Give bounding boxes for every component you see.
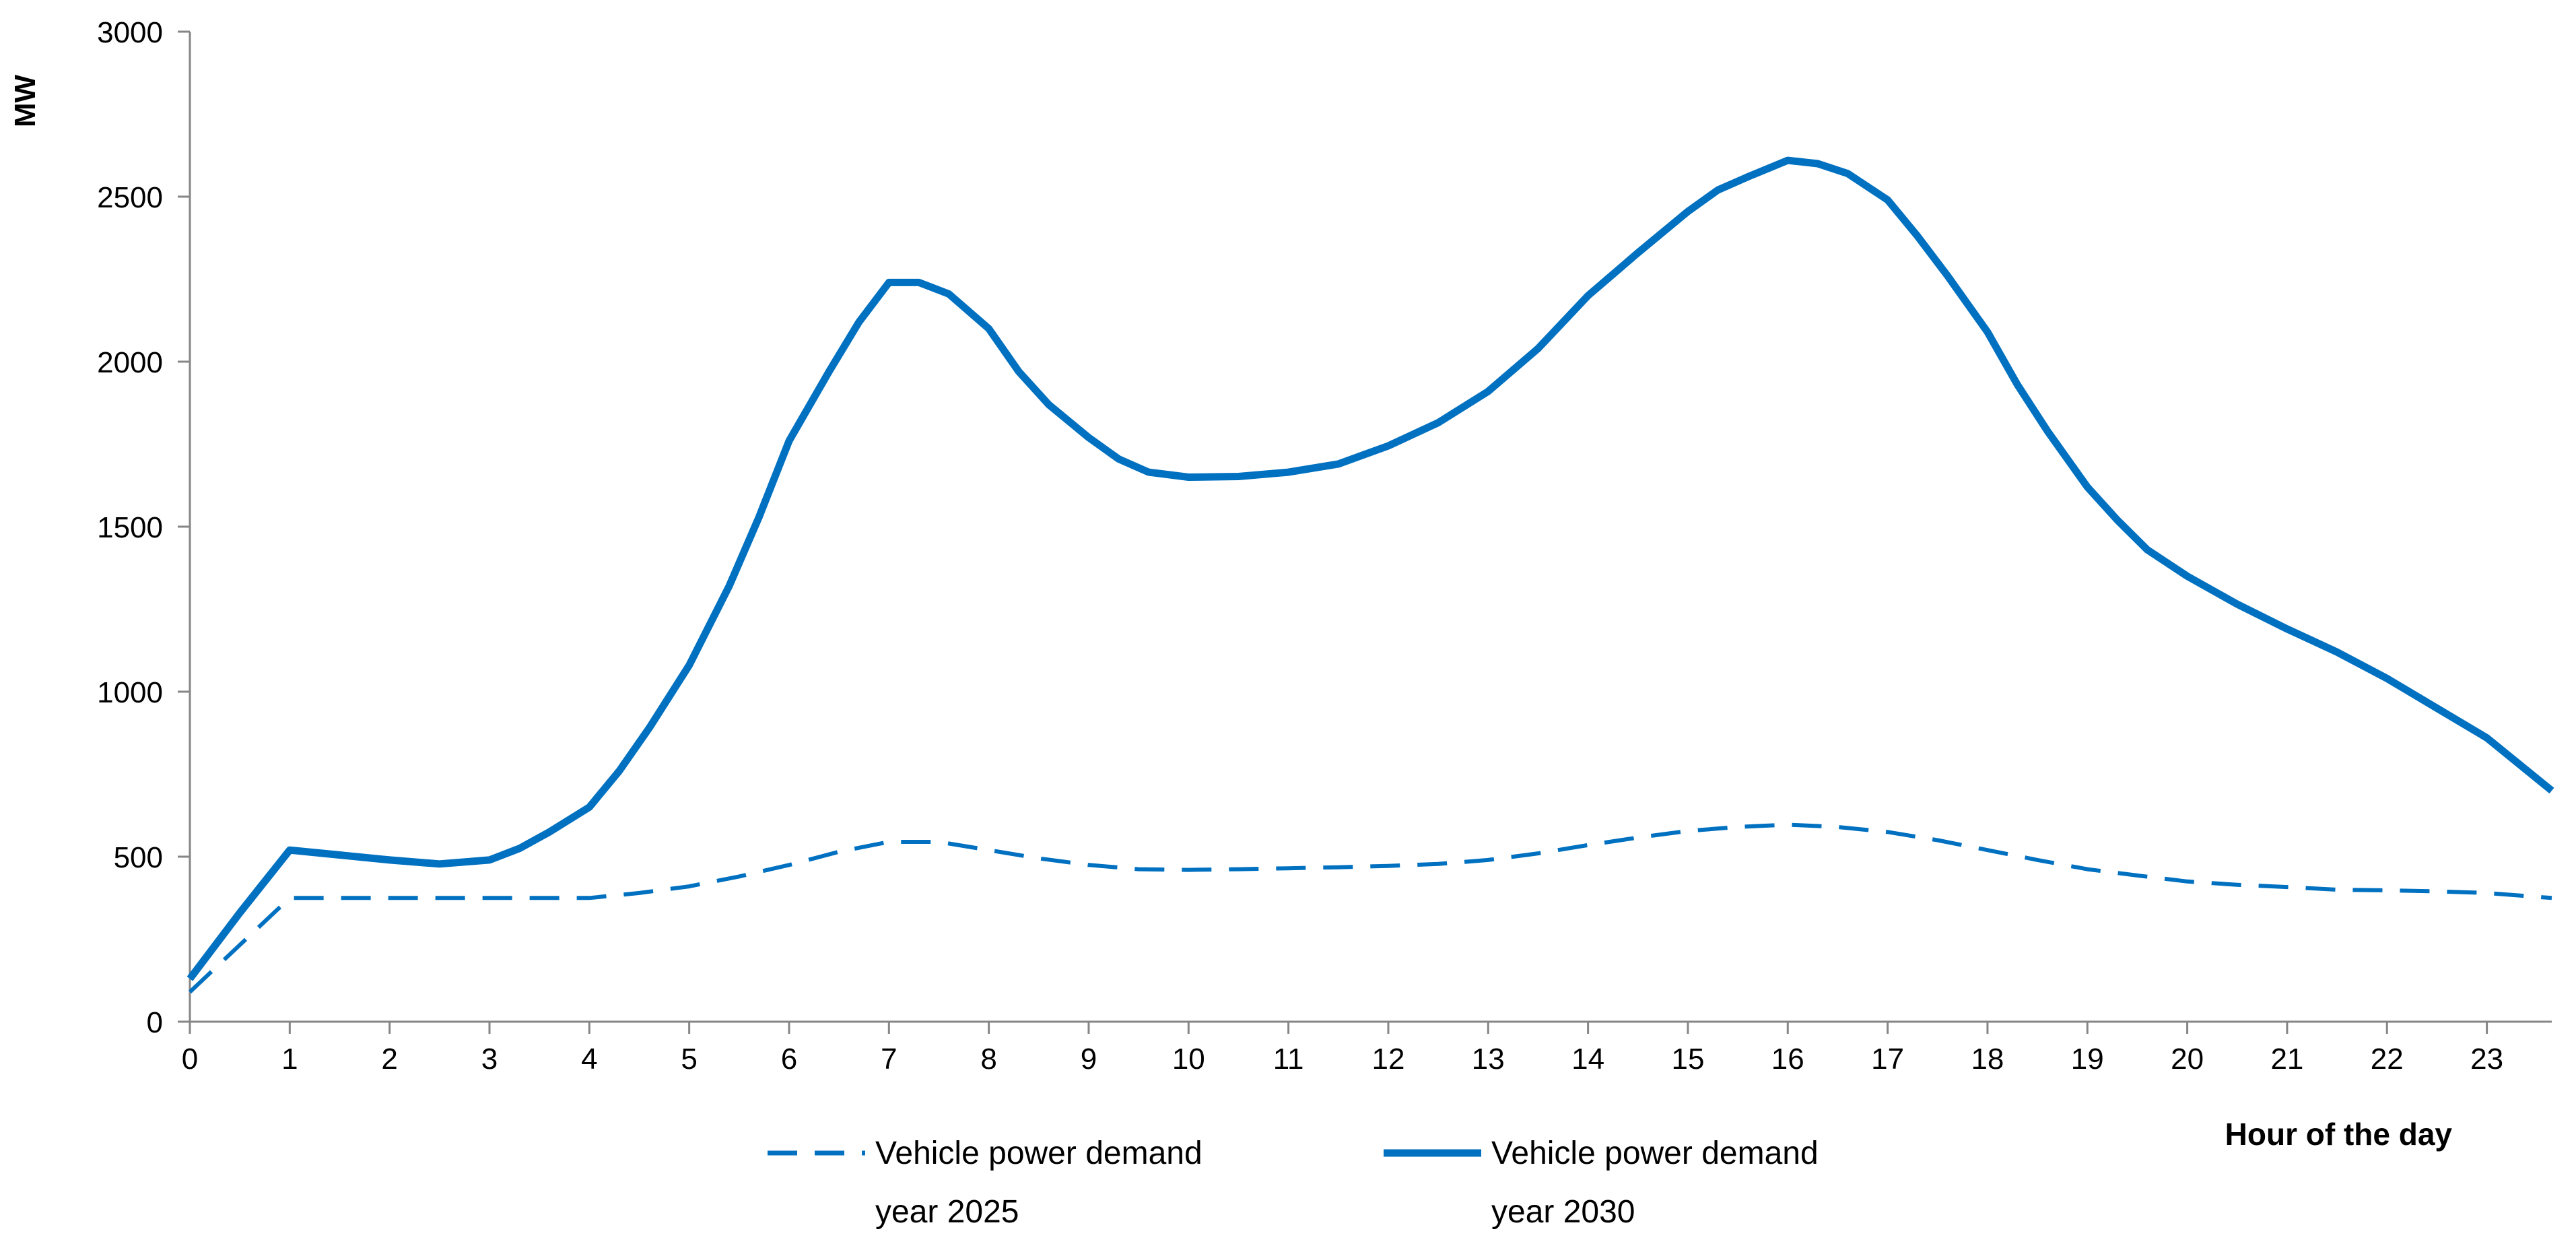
y-axis-ticks: 0 500 1000 1500 2000 2500 3000 <box>97 16 190 1039</box>
x-tick-label: 10 <box>1172 1043 1205 1076</box>
x-axis-ticks: 0 1 2 3 4 5 6 7 8 9 10 11 12 13 14 15 16 17 18 19 20 21 22 23 <box>182 1022 2503 1076</box>
legend-item-2030: Vehicle power demand year 2030 <box>1384 1136 1819 1230</box>
legend: Vehicle power demand year 2025 Vehicle p… <box>768 1136 1819 1230</box>
x-tick-label: 11 <box>1273 1043 1304 1076</box>
y-tick-label: 0 <box>147 1006 163 1039</box>
y-tick-label: 2000 <box>97 346 163 379</box>
x-tick-label: 6 <box>781 1043 797 1076</box>
series-line-2025 <box>188 822 2552 994</box>
legend-label-2025-line2: year 2025 <box>875 1194 1019 1230</box>
x-axis-label: Hour of the day <box>2225 1117 2453 1152</box>
x-tick-label: 4 <box>581 1043 597 1076</box>
x-tick-label: 13 <box>1472 1043 1505 1076</box>
x-tick-label: 5 <box>681 1043 697 1076</box>
y-tick-label: 500 <box>114 841 163 874</box>
y-tick-label: 3000 <box>97 16 163 49</box>
y-axis-label: MW <box>9 74 42 127</box>
y-tick-label: 1500 <box>97 511 163 544</box>
x-tick-label: 15 <box>1671 1043 1704 1076</box>
x-tick-label: 0 <box>182 1043 198 1076</box>
legend-label-2030-line2: year 2030 <box>1491 1194 1635 1230</box>
y-tick-label: 2500 <box>97 181 163 214</box>
legend-item-2025: Vehicle power demand year 2025 <box>768 1136 1202 1230</box>
x-tick-label: 9 <box>1081 1043 1097 1076</box>
x-tick-label: 18 <box>1971 1043 2004 1076</box>
x-tick-label: 20 <box>2171 1043 2204 1076</box>
x-tick-label: 12 <box>1371 1043 1404 1076</box>
x-tick-label: 8 <box>980 1043 996 1076</box>
legend-label-2030-line1: Vehicle power demand <box>1491 1136 1819 1171</box>
y-tick-label: 1000 <box>97 676 163 709</box>
legend-label-2025-line1: Vehicle power demand <box>875 1136 1202 1171</box>
x-tick-label: 16 <box>1771 1043 1804 1076</box>
series-line-2030 <box>187 156 2554 981</box>
series-group <box>187 156 2554 994</box>
x-tick-label: 3 <box>481 1043 498 1076</box>
x-tick-label: 7 <box>881 1043 897 1076</box>
x-tick-label: 19 <box>2071 1043 2104 1076</box>
x-tick-label: 2 <box>381 1043 397 1076</box>
x-tick-label: 23 <box>2470 1043 2503 1076</box>
x-tick-label: 17 <box>1871 1043 1904 1076</box>
x-tick-label: 21 <box>2270 1043 2303 1076</box>
x-tick-label: 14 <box>1571 1043 1604 1076</box>
x-tick-label: 22 <box>2371 1043 2404 1076</box>
x-tick-label: 1 <box>281 1043 298 1076</box>
